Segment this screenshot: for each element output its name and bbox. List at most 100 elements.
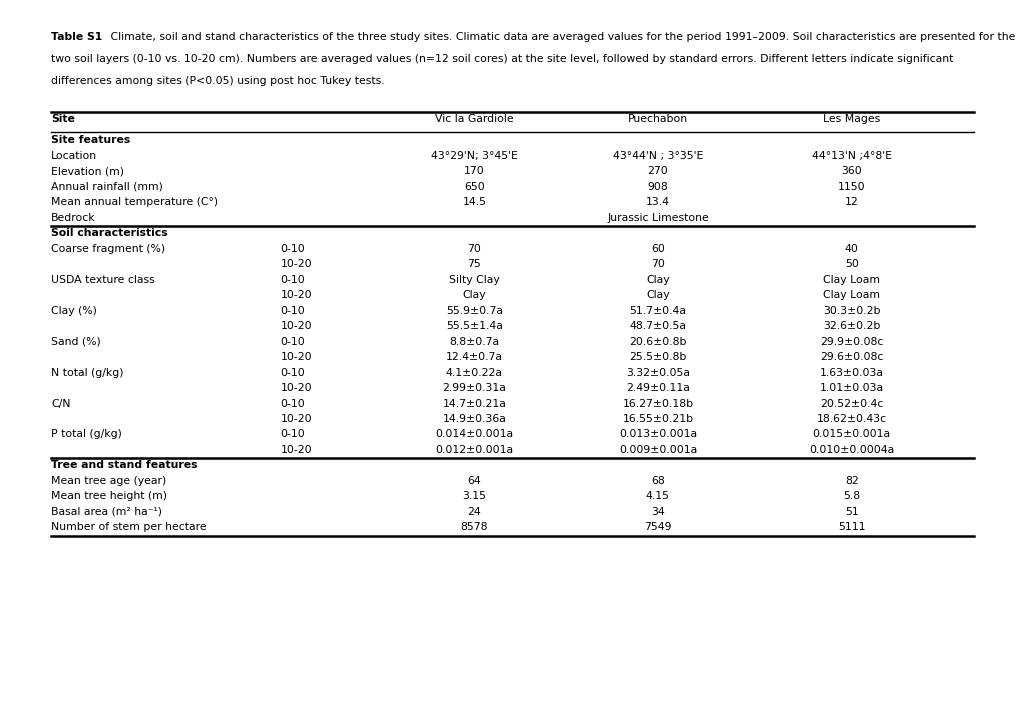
Text: Jurassic Limestone: Jurassic Limestone: [606, 213, 708, 222]
Text: 0-10: 0-10: [280, 306, 305, 315]
Text: 0.015±0.001a: 0.015±0.001a: [812, 430, 890, 439]
Text: 7549: 7549: [644, 523, 671, 532]
Text: 270: 270: [647, 166, 667, 176]
Text: 40: 40: [844, 244, 858, 253]
Text: Mean tree age (year): Mean tree age (year): [51, 476, 166, 486]
Text: 0.009±0.001a: 0.009±0.001a: [619, 445, 696, 455]
Text: 3.32±0.05a: 3.32±0.05a: [626, 368, 689, 377]
Text: 75: 75: [467, 259, 481, 269]
Text: 43°29'N; 3°45'E: 43°29'N; 3°45'E: [430, 151, 518, 161]
Text: Bedrock: Bedrock: [51, 213, 96, 222]
Text: 10-20: 10-20: [280, 383, 312, 393]
Text: Mean annual temperature (C°): Mean annual temperature (C°): [51, 197, 218, 207]
Text: 60: 60: [650, 244, 664, 253]
Text: 8578: 8578: [461, 523, 487, 532]
Text: two soil layers (0-10 vs. 10-20 cm). Numbers are averaged values (n=12 soil core: two soil layers (0-10 vs. 10-20 cm). Num…: [51, 54, 953, 64]
Text: 0-10: 0-10: [280, 244, 305, 253]
Text: 16.55±0.21b: 16.55±0.21b: [622, 414, 693, 424]
Text: 3.15: 3.15: [462, 492, 486, 501]
Text: Coarse fragment (%): Coarse fragment (%): [51, 244, 165, 253]
Text: 1150: 1150: [837, 182, 865, 192]
Text: Mean tree height (m): Mean tree height (m): [51, 492, 167, 501]
Text: Site features: Site features: [51, 135, 130, 145]
Text: 0.010±0.0004a: 0.010±0.0004a: [808, 445, 894, 455]
Text: 14.9±0.36a: 14.9±0.36a: [442, 414, 505, 424]
Text: 0-10: 0-10: [280, 368, 305, 377]
Text: 29.9±0.08c: 29.9±0.08c: [819, 337, 882, 346]
Text: 0-10: 0-10: [280, 399, 305, 408]
Text: 16.27±0.18b: 16.27±0.18b: [622, 399, 693, 408]
Text: 1.01±0.03a: 1.01±0.03a: [819, 383, 882, 393]
Text: 908: 908: [647, 182, 667, 192]
Text: Clay: Clay: [645, 275, 669, 284]
Text: 0.014±0.001a: 0.014±0.001a: [435, 430, 513, 439]
Text: USDA texture class: USDA texture class: [51, 275, 155, 284]
Text: 29.6±0.08c: 29.6±0.08c: [819, 352, 882, 362]
Text: 70: 70: [650, 259, 664, 269]
Text: Clay: Clay: [645, 290, 669, 300]
Text: Tree and stand features: Tree and stand features: [51, 461, 198, 470]
Text: Annual rainfall (mm): Annual rainfall (mm): [51, 182, 163, 192]
Text: 13.4: 13.4: [645, 197, 669, 207]
Text: 12.4±0.7a: 12.4±0.7a: [445, 352, 502, 362]
Text: 5111: 5111: [838, 523, 864, 532]
Text: Silty Clay: Silty Clay: [448, 275, 499, 284]
Text: 1.63±0.03a: 1.63±0.03a: [819, 368, 882, 377]
Text: Soil characteristics: Soil characteristics: [51, 228, 167, 238]
Text: Clay Loam: Clay Loam: [822, 275, 879, 284]
Text: 10-20: 10-20: [280, 321, 312, 331]
Text: 51.7±0.4a: 51.7±0.4a: [629, 306, 686, 315]
Text: 14.5: 14.5: [462, 197, 486, 207]
Text: Basal area (m² ha⁻¹): Basal area (m² ha⁻¹): [51, 507, 162, 517]
Text: Table S1: Table S1: [51, 32, 102, 42]
Text: 51: 51: [844, 507, 858, 517]
Text: 2.99±0.31a: 2.99±0.31a: [442, 383, 505, 393]
Text: Elevation (m): Elevation (m): [51, 166, 124, 176]
Text: 14.7±0.21a: 14.7±0.21a: [442, 399, 505, 408]
Text: Clay (%): Clay (%): [51, 306, 97, 315]
Text: 32.6±0.2b: 32.6±0.2b: [822, 321, 879, 331]
Text: 55.5±1.4a: 55.5±1.4a: [445, 321, 502, 331]
Text: 30.3±0.2b: 30.3±0.2b: [822, 306, 879, 315]
Text: 2.49±0.11a: 2.49±0.11a: [626, 383, 689, 393]
Text: Clay Loam: Clay Loam: [822, 290, 879, 300]
Text: Location: Location: [51, 151, 97, 161]
Text: P total (g/kg): P total (g/kg): [51, 430, 121, 439]
Text: 4.15: 4.15: [645, 492, 669, 501]
Text: 43°44'N ; 3°35'E: 43°44'N ; 3°35'E: [612, 151, 702, 161]
Text: 0-10: 0-10: [280, 430, 305, 439]
Text: 55.9±0.7a: 55.9±0.7a: [445, 306, 502, 315]
Text: 10-20: 10-20: [280, 352, 312, 362]
Text: Sand (%): Sand (%): [51, 337, 101, 346]
Text: 64: 64: [467, 476, 481, 486]
Text: 24: 24: [467, 507, 481, 517]
Text: 50: 50: [844, 259, 858, 269]
Text: 650: 650: [464, 182, 484, 192]
Text: differences among sites (P<0.05) using post hoc Tukey tests.: differences among sites (P<0.05) using p…: [51, 76, 384, 86]
Text: Vic la Gardiole: Vic la Gardiole: [434, 114, 514, 125]
Text: 0-10: 0-10: [280, 337, 305, 346]
Text: 4.1±0.22a: 4.1±0.22a: [445, 368, 502, 377]
Text: 20.52±0.4c: 20.52±0.4c: [819, 399, 882, 408]
Text: 10-20: 10-20: [280, 445, 312, 455]
Text: Site: Site: [51, 114, 74, 125]
Text: 10-20: 10-20: [280, 414, 312, 424]
Text: 68: 68: [650, 476, 664, 486]
Text: 20.6±0.8b: 20.6±0.8b: [629, 337, 686, 346]
Text: 5.8: 5.8: [843, 492, 859, 501]
Text: 0.013±0.001a: 0.013±0.001a: [619, 430, 696, 439]
Text: 10-20: 10-20: [280, 290, 312, 300]
Text: N total (g/kg): N total (g/kg): [51, 368, 123, 377]
Text: 25.5±0.8b: 25.5±0.8b: [629, 352, 686, 362]
Text: 170: 170: [464, 166, 484, 176]
Text: 360: 360: [841, 166, 861, 176]
Text: Puechabon: Puechabon: [628, 114, 687, 125]
Text: 10-20: 10-20: [280, 259, 312, 269]
Text: 12: 12: [844, 197, 858, 207]
Text: 70: 70: [467, 244, 481, 253]
Text: 44°13'N ;4°8'E: 44°13'N ;4°8'E: [811, 151, 891, 161]
Text: Climate, soil and stand characteristics of the three study sites. Climatic data : Climate, soil and stand characteristics …: [107, 32, 1015, 42]
Text: 48.7±0.5a: 48.7±0.5a: [629, 321, 686, 331]
Text: Les Mages: Les Mages: [822, 114, 879, 125]
Text: Number of stem per hectare: Number of stem per hectare: [51, 523, 207, 532]
